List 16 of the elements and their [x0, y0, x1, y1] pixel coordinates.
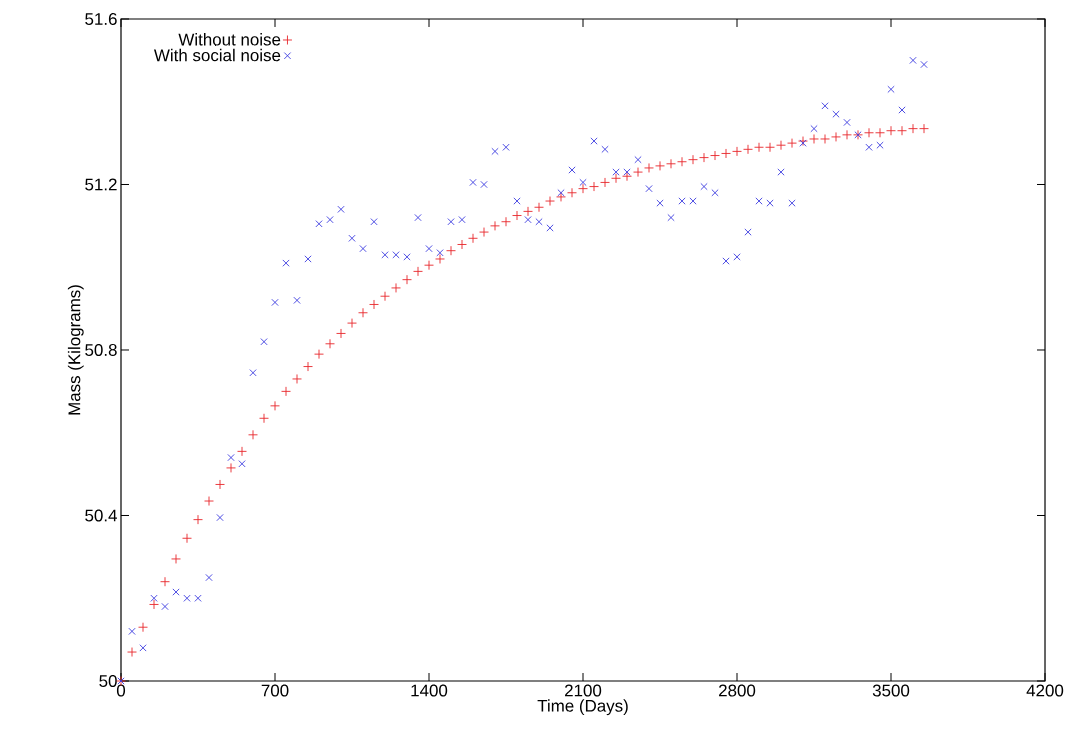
- y-tick-label: 51.2: [85, 178, 117, 191]
- legend-label: Without noise: [178, 33, 281, 46]
- y-axis-title: Mass (Kilograms): [67, 285, 84, 415]
- y-tick-label: 50: [99, 675, 117, 687]
- legend-label: With social noise: [153, 48, 281, 62]
- x-tick-label: 3500: [872, 684, 910, 697]
- x-tick-label: 2800: [719, 684, 756, 697]
- y-tick-label: 50.8: [85, 344, 117, 356]
- y-tick-label: 50.4: [85, 509, 117, 522]
- x-tick-label: 0: [116, 684, 126, 697]
- x-tick-label: 700: [261, 684, 289, 697]
- y-tick-label: 51.6: [85, 12, 117, 25]
- x-tick-label: 2100: [565, 684, 602, 697]
- x-tick-label: 1400: [411, 684, 448, 697]
- x-tick-label: 4200: [1026, 684, 1064, 697]
- x-axis-title: Time (Days): [537, 699, 628, 716]
